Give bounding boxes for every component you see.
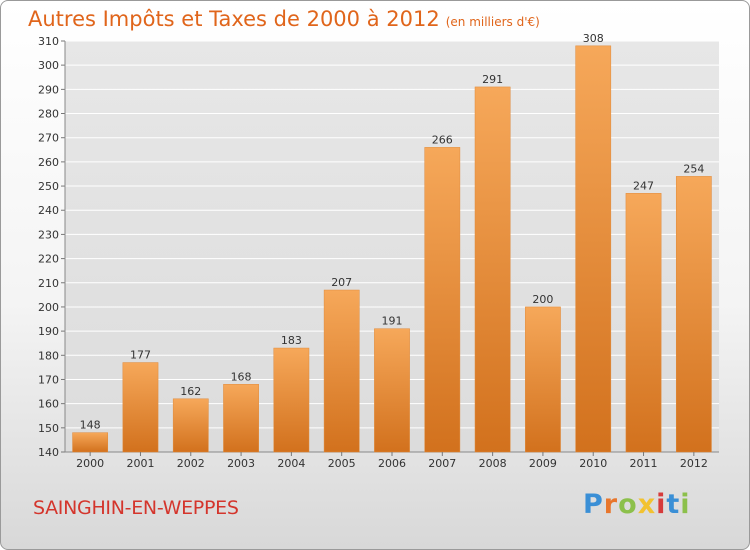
y-tick-label: 180 bbox=[38, 349, 59, 362]
x-tick-label: 2004 bbox=[277, 457, 305, 470]
bar bbox=[525, 306, 561, 453]
data-label: 162 bbox=[180, 385, 201, 398]
y-tick-label: 200 bbox=[38, 301, 59, 314]
data-label: 183 bbox=[281, 334, 302, 347]
data-label: 308 bbox=[583, 32, 604, 45]
x-tick-label: 2008 bbox=[479, 457, 507, 470]
logo-letter: i bbox=[656, 489, 667, 520]
x-tick-label: 2011 bbox=[630, 457, 658, 470]
y-tick-label: 230 bbox=[38, 228, 59, 241]
data-label: 191 bbox=[382, 315, 403, 328]
y-tick-label: 280 bbox=[38, 108, 59, 121]
location-label: SAINGHIN-EN-WEPPES bbox=[33, 497, 239, 519]
bar bbox=[223, 384, 259, 453]
logo-letter: t bbox=[666, 489, 681, 520]
proxiti-logo: Proxiti bbox=[583, 489, 691, 520]
bar bbox=[575, 45, 612, 453]
x-tick-label: 2002 bbox=[177, 457, 205, 470]
bar bbox=[374, 328, 410, 453]
y-tick-label: 210 bbox=[38, 277, 59, 290]
x-tick-label: 2010 bbox=[579, 457, 607, 470]
x-tick-label: 2000 bbox=[76, 457, 104, 470]
y-tick-label: 290 bbox=[38, 83, 59, 96]
bar bbox=[675, 176, 712, 453]
y-tick-label: 260 bbox=[38, 156, 59, 169]
x-tick-label: 2005 bbox=[328, 457, 356, 470]
data-label: 177 bbox=[130, 349, 151, 362]
logo-letter: x bbox=[637, 489, 657, 520]
bar bbox=[625, 193, 662, 453]
logo-letter: r bbox=[603, 489, 619, 520]
y-tick-label: 300 bbox=[38, 59, 59, 72]
data-label: 247 bbox=[633, 179, 654, 192]
bar bbox=[474, 86, 511, 453]
y-tick-label: 190 bbox=[38, 325, 59, 338]
data-label: 200 bbox=[532, 293, 553, 306]
x-tick-label: 2009 bbox=[529, 457, 557, 470]
bar bbox=[72, 432, 109, 453]
logo-letter: i bbox=[680, 489, 691, 520]
y-tick-label: 170 bbox=[38, 373, 59, 386]
y-tick-label: 270 bbox=[38, 132, 59, 145]
chart-title: Autres Impôts et Taxes de 2000 à 2012 (en… bbox=[28, 7, 540, 31]
data-label: 148 bbox=[80, 419, 101, 432]
x-tick-label: 2003 bbox=[227, 457, 255, 470]
y-tick-label: 240 bbox=[38, 204, 59, 217]
x-tick-label: 2007 bbox=[428, 457, 456, 470]
data-label: 254 bbox=[683, 162, 704, 175]
logo-letter: o bbox=[618, 489, 638, 520]
data-label: 168 bbox=[231, 370, 252, 383]
y-tick-label: 160 bbox=[38, 398, 59, 411]
y-tick-label: 310 bbox=[38, 35, 59, 48]
bar bbox=[122, 362, 159, 453]
x-tick-label: 2006 bbox=[378, 457, 406, 470]
x-tick-label: 2001 bbox=[126, 457, 154, 470]
plot-area: 140 150 160 170 180 190 200 210 220 230 240 250 260 2… bbox=[38, 32, 719, 470]
bar bbox=[323, 289, 360, 453]
bar bbox=[424, 147, 461, 453]
bar bbox=[172, 398, 209, 453]
chart-subtitle: (en milliers d'€) bbox=[445, 15, 540, 29]
y-tick-label: 220 bbox=[38, 253, 59, 266]
y-tick-label: 250 bbox=[38, 180, 59, 193]
data-label: 266 bbox=[432, 133, 453, 146]
title-text: Autres Impôts et Taxes de 2000 à 2012 bbox=[28, 7, 440, 31]
data-label: 207 bbox=[331, 276, 352, 289]
logo-letter: P bbox=[583, 489, 604, 520]
x-tick-label: 2012 bbox=[680, 457, 708, 470]
data-label: 291 bbox=[482, 73, 503, 86]
bar bbox=[273, 347, 310, 453]
y-tick-label: 150 bbox=[38, 422, 59, 435]
y-tick-label: 140 bbox=[38, 446, 59, 459]
